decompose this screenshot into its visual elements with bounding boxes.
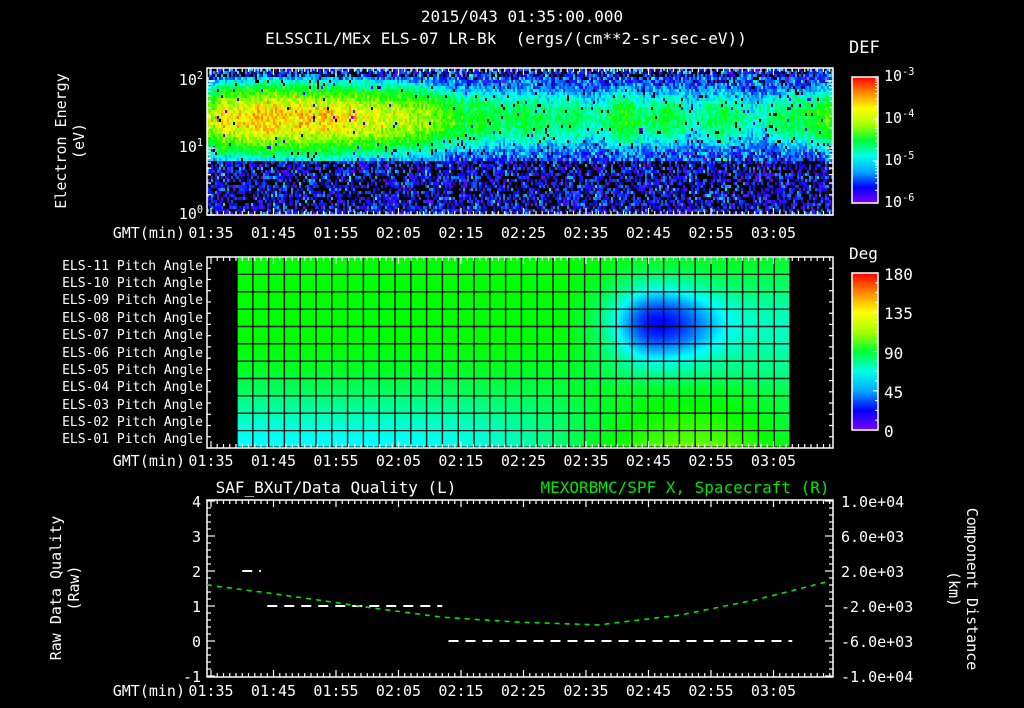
time-axis-row-2: GMT(min) 01:35 01:45 01:55 02:05 02:15 02:25 0… [0,452,1024,470]
time-tick-label: 02:35 [563,452,609,470]
component-distance-axis-label-line1: Component Distance [963,507,981,671]
time-tick-label: 01:45 [250,452,297,470]
time-tick-label: 01:35 [188,682,234,700]
def-tick-label: 10-5 [884,151,915,169]
time-tick-label: 02:55 [688,452,734,470]
deg-colorbar-title: Deg [849,244,878,263]
quality-tick-label: 2 [191,563,201,581]
component-distance-axis-label: Component Distance (km) [945,469,981,708]
pitch-row-label: ELS-02 Pitch Angle [62,414,203,430]
quality-tick-label: -1 [182,668,201,686]
distance-tick-label: -6.0e+03 [841,633,914,651]
distance-tick-label: 1.0e+04 [841,493,905,511]
pitch-row-label: ELS-06 Pitch Angle [62,345,203,361]
bottom-panel-title-right: MEXORBMC/SPF X, Spacecraft (R) [540,478,830,497]
pitch-row-label: ELS-07 Pitch Angle [62,328,203,344]
time-tick-label: 01:45 [250,682,297,700]
pitch-row-label: ELS-05 Pitch Angle [62,362,203,378]
time-tick-label: 02:55 [688,224,734,242]
pitch-row-label: ELS-01 Pitch Angle [62,432,203,448]
time-tick-label: 02:35 [563,682,609,700]
pitch-row-label: ELS-04 Pitch Angle [62,380,203,396]
deg-tick-label: 180 [884,265,913,284]
energy-tick-label: 100 [178,205,203,223]
raw-data-quality-axis-label-line1: Raw Data Quality [47,515,65,661]
bottom-panel-title-left: SAF_BXuT/Data Quality (L) [215,478,457,497]
page-title-instrument: ELSSCIL/MEx ELS-07 LR-Bk (ergs/(cm**2-sr… [265,29,747,48]
time-tick-label: 01:55 [313,224,359,242]
time-tick-label: 02:25 [500,224,547,242]
time-tick-label: 02:25 [500,682,547,700]
quality-tick-label: 0 [191,633,201,651]
time-tick-label: 02:15 [438,682,484,700]
time-tick-label: 02:15 [438,452,484,470]
time-axis-name: GMT(min) [112,224,185,242]
distance-tick-label: -2.0e+03 [841,598,914,616]
pitch-row-label: ELS-10 Pitch Angle [62,276,203,292]
energy-tick-label: 102 [178,71,203,89]
time-tick-label: 02:45 [625,682,672,700]
time-tick-label: 02:55 [688,682,734,700]
time-axis-name: GMT(min) [112,452,185,470]
electron-energy-axis-label-line2: (eV) [70,122,88,160]
time-tick-label: 01:55 [313,682,359,700]
def-colorbar [852,77,878,203]
deg-tick-label: 135 [884,304,913,324]
time-tick-label: 02:05 [375,682,422,700]
time-tick-label: 02:25 [500,452,547,470]
quality-tick-label: 4 [191,493,201,511]
def-colorbar-title: DEF [849,38,880,58]
pitch-row-label: ELS-08 Pitch Angle [62,310,203,326]
time-tick-label: 01:55 [313,452,359,470]
distance-tick-label: -1.0e+04 [841,668,914,686]
pitch-row-labels: ELS-11 Pitch Angle ELS-10 Pitch Angle ELS-… [0,257,203,448]
raw-data-quality-axis-label-line2: (Raw) [65,565,83,611]
energy-tick-label: 101 [178,138,203,156]
electron-energy-axis-label-line1: Electron Energy [52,73,70,209]
deg-tick-label: 0 [884,422,894,441]
electron-energy-spectrogram [207,68,833,215]
time-tick-label: 01:45 [250,224,297,242]
quality-tick-label: 3 [191,528,201,546]
distance-tick-label: 2.0e+03 [841,563,905,581]
def-tick-label: 10-6 [884,193,915,211]
line-panel-frame [206,499,834,678]
page-title-date: 2015/043 01:35:00.000 [420,7,624,26]
distance-tick-label: 6.0e+03 [841,528,905,546]
time-axis-name: GMT(min) [112,682,185,700]
pitch-row-label: ELS-03 Pitch Angle [62,397,203,413]
time-axis-row-3: GMT(min) 01:35 01:45 01:55 02:05 02:15 02:25 0… [0,682,1024,700]
pitch-angle-heatmap [207,257,833,448]
time-tick-label: 02:15 [438,224,484,242]
deg-tick-label: 45 [884,382,904,402]
def-tick-label: 10-3 [884,67,915,85]
time-tick-label: 01:35 [188,224,234,242]
time-axis-row-1: GMT(min) 01:35 01:45 01:55 02:05 02:15 02:25 0… [0,224,1024,242]
pitch-row-label: ELS-11 Pitch Angle [62,258,203,274]
deg-tick-label: 90 [884,343,904,363]
time-tick-label: 02:45 [625,452,672,470]
time-tick-label: 02:35 [563,224,609,242]
raw-data-quality-axis-label: Raw Data Quality (Raw) [47,468,83,708]
quality-tick-label: 1 [191,598,201,616]
component-distance-axis-label-line2: (km) [945,570,963,608]
time-tick-label: 02:05 [375,452,422,470]
spacecraft-x-curve [206,580,830,626]
deg-colorbar [852,273,878,430]
electron-energy-axis-label: Electron Energy (eV) [52,0,88,291]
time-tick-label: 02:45 [625,224,672,242]
time-tick-label: 02:05 [375,224,422,242]
time-tick-label: 03:05 [750,452,797,470]
time-tick-label: 03:05 [750,224,797,242]
time-tick-label: 03:05 [750,682,797,700]
time-tick-label: 01:35 [188,452,234,470]
pitch-row-label: ELS-09 Pitch Angle [62,293,203,309]
def-tick-label: 10-4 [884,109,915,127]
